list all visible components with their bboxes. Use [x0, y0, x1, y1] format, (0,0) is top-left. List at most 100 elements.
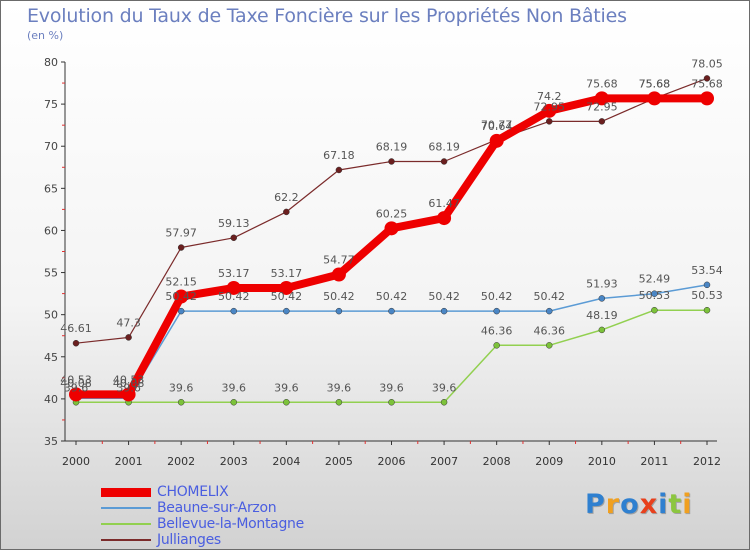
- data-point-bellevue-la-montagne: [335, 399, 343, 406]
- legend-swatch: [101, 539, 151, 541]
- data-point-jullianges: [230, 234, 237, 242]
- data-label-jullianges: 59.13: [218, 217, 250, 230]
- x-tick-label: 2006: [378, 455, 406, 468]
- data-label-chomelix: 53.17: [271, 267, 303, 280]
- data-label-bellevue-la-montagne: 48.19: [586, 309, 618, 322]
- data-label-jullianges: 68.19: [428, 140, 460, 153]
- data-label-chomelix: 75.68: [639, 77, 671, 90]
- data-point-chomelix: [647, 91, 662, 106]
- data-point-beaune-sur-arzon: [440, 307, 448, 315]
- x-tick-label: 2000: [62, 455, 90, 468]
- x-tick-label: 2002: [167, 455, 195, 468]
- data-label-chomelix: 40.53: [60, 373, 92, 386]
- data-label-beaune-sur-arzon: 50.42: [218, 290, 250, 303]
- data-label-bellevue-la-montagne: 39.6: [64, 381, 89, 394]
- data-label-jullianges: 57.97: [165, 227, 197, 240]
- legend-swatch: [101, 487, 151, 497]
- data-point-chomelix: [174, 289, 189, 304]
- data-point-jullianges: [703, 75, 711, 82]
- data-label-beaune-sur-arzon: 50.42: [376, 290, 408, 303]
- x-tick-label: 2001: [115, 455, 143, 468]
- chart-axes: 35 40 45 50 55 60 65 70 75 80 2000 2001 2002 2003 2004…: [44, 56, 721, 468]
- y-tick-label: 75: [44, 98, 58, 111]
- proxiti-logo: Proxiti: [585, 489, 693, 520]
- x-tick-label: 2011: [640, 455, 668, 468]
- data-label-chomelix: 60.25: [376, 207, 408, 220]
- data-point-jullianges: [388, 158, 395, 165]
- data-point-bellevue-la-montagne: [598, 326, 606, 334]
- data-label-jullianges: 46.61: [60, 322, 92, 335]
- y-tick-label: 60: [44, 224, 58, 237]
- data-point-chomelix: [69, 387, 83, 402]
- data-label-bellevue-la-montagne: 46.36: [534, 324, 566, 337]
- data-point-chomelix: [279, 280, 294, 295]
- data-label-chomelix: 54.77: [323, 253, 355, 266]
- data-label-bellevue-la-montagne: 39.6: [222, 381, 247, 394]
- data-label-jullianges: 72.95: [586, 100, 618, 113]
- x-tick-label: 2004: [272, 455, 300, 468]
- legend-label: Beaune-sur-Arzon: [157, 500, 277, 516]
- data-label-bellevue-la-montagne: 39.6: [116, 381, 141, 394]
- x-tick-label: 2012: [693, 455, 721, 468]
- data-label-jullianges: 47.3: [116, 316, 141, 329]
- legend-swatch: [101, 523, 151, 525]
- chart-title: Evolution du Taux de Taxe Foncière sur l…: [27, 5, 627, 27]
- data-point-bellevue-la-montagne: [177, 399, 185, 406]
- data-point-beaune-sur-arzon: [388, 307, 395, 315]
- data-point-jullianges: [598, 118, 606, 125]
- data-label-beaune-sur-arzon: 52.49: [639, 273, 671, 286]
- chart-data-labels: 46.61 47.3 57.97 59.13 62.2 67.18 68.19 68.19 70…: [60, 57, 723, 394]
- data-label-jullianges: 68.19: [376, 140, 408, 153]
- data-point-jullianges: [72, 339, 80, 347]
- data-label-jullianges: 72.95: [534, 100, 566, 113]
- data-label-beaune-sur-arzon: 50.42: [165, 290, 197, 303]
- data-point-beaune-sur-arzon: [335, 307, 343, 315]
- data-label-bellevue-la-montagne: 39.6: [379, 381, 404, 394]
- data-point-beaune-sur-arzon: [177, 307, 185, 315]
- data-point-chomelix: [542, 103, 557, 118]
- data-label-jullianges: 62.2: [274, 191, 299, 204]
- data-label-chomelix: 75.68: [691, 77, 723, 90]
- data-point-bellevue-la-montagne: [230, 399, 237, 406]
- data-point-bellevue-la-montagne: [388, 399, 395, 406]
- x-tick-label: 2007: [430, 455, 458, 468]
- y-tick-label: 65: [44, 182, 58, 195]
- x-tick-label: 2008: [483, 455, 511, 468]
- data-point-jullianges: [283, 208, 290, 216]
- data-label-chomelix: 53.17: [218, 267, 250, 280]
- chart-series: [69, 75, 714, 406]
- x-tick-label: 2003: [220, 455, 248, 468]
- data-point-chomelix: [437, 211, 452, 226]
- data-label-chomelix: 70.64: [481, 120, 513, 133]
- data-label-beaune-sur-arzon: 50.42: [271, 290, 303, 303]
- y-tick-label: 80: [44, 56, 58, 69]
- y-tick-label: 70: [44, 140, 58, 153]
- data-label-bellevue-la-montagne: 39.6: [327, 381, 352, 394]
- legend-label: CHOMELIX: [157, 484, 229, 500]
- data-point-chomelix: [384, 221, 399, 236]
- data-label-jullianges: 75.68: [639, 77, 671, 90]
- data-label-bellevue-la-montagne: 39.6: [274, 381, 299, 394]
- data-label-beaune-sur-arzon: 50.42: [481, 290, 513, 303]
- data-label-chomelix: 74.2: [537, 90, 562, 103]
- data-point-bellevue-la-montagne: [546, 342, 553, 349]
- data-label-beaune-sur-arzon: 50.42: [428, 290, 460, 303]
- data-label-bellevue-la-montagne: 39.6: [169, 381, 194, 394]
- data-label-bellevue-la-montagne: 39.6: [432, 381, 457, 394]
- y-tick-label: 45: [44, 351, 58, 364]
- data-label-beaune-sur-arzon: 40.08: [113, 377, 145, 390]
- data-point-beaune-sur-arzon: [230, 307, 237, 315]
- data-label-jullianges: 78.05: [691, 57, 723, 70]
- data-point-beaune-sur-arzon: [651, 290, 658, 297]
- data-label-chomelix: 52.15: [165, 276, 197, 289]
- x-tick-label: 2005: [325, 455, 353, 468]
- data-point-bellevue-la-montagne: [651, 306, 658, 314]
- y-tick-label: 55: [44, 267, 58, 280]
- y-tick-label: 50: [44, 309, 58, 322]
- data-point-beaune-sur-arzon: [283, 307, 290, 315]
- data-label-bellevue-la-montagne: 50.53: [691, 289, 723, 302]
- data-point-bellevue-la-montagne: [440, 399, 448, 406]
- data-label-chomelix: 61.47: [428, 197, 460, 210]
- data-point-jullianges: [335, 166, 343, 174]
